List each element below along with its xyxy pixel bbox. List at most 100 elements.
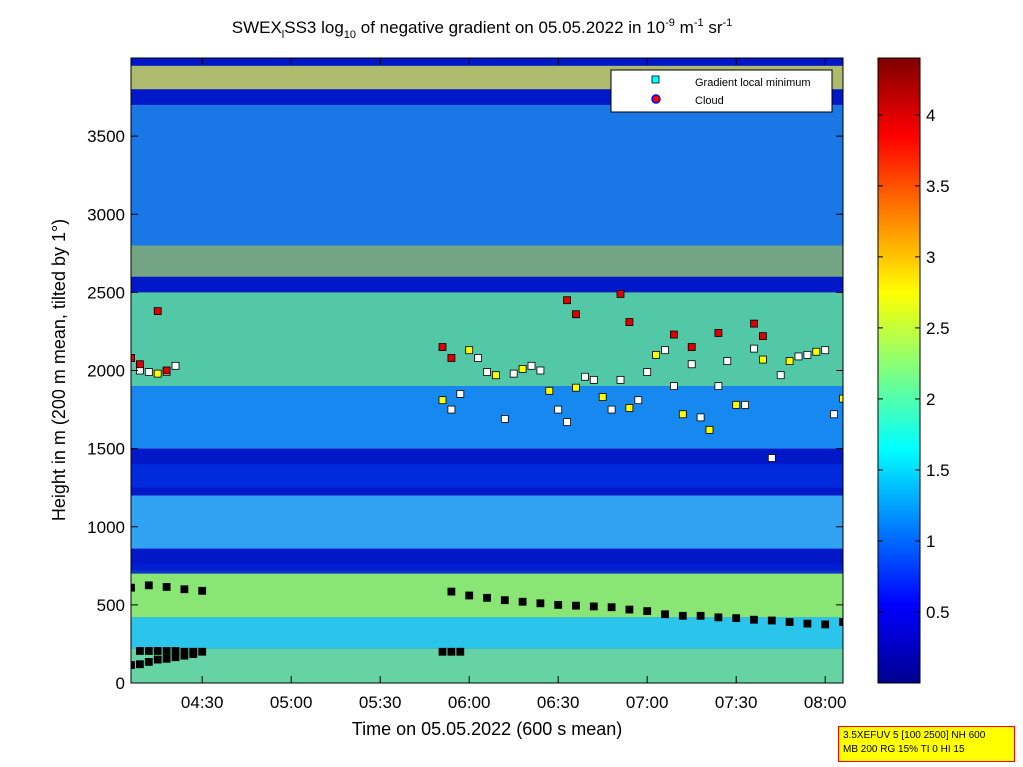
band-lower-cyan (131, 495, 843, 549)
colorbar-tick-label: 3.5 (926, 177, 950, 196)
gradient-minimum-marker (785, 357, 794, 366)
colorbar-tick-label: 1 (926, 532, 935, 551)
colorbar-tick-label: 2.5 (926, 319, 950, 338)
gradient-minimum-marker (545, 386, 554, 395)
y-tick-label: 2000 (87, 362, 125, 381)
gradient-minimum-marker (483, 368, 491, 376)
gradient-minimum-marker (456, 390, 465, 398)
gradient-minimum-marker (162, 654, 171, 663)
gradient-minimum-marker (598, 393, 607, 401)
gradient-minimum-marker (518, 365, 527, 373)
gradient-minimum-marker (732, 400, 741, 409)
gradient-minimum-marker (732, 614, 741, 623)
legend: Gradient local minimum Cloud (610, 69, 833, 113)
gradient-minimum-marker (465, 346, 474, 355)
gradient-minimum-marker (830, 410, 838, 419)
gradient-minimum-marker (153, 647, 162, 655)
colorbar-ticks: 0.5 1 1.5 2 2.5 3 3.5 4 (878, 106, 950, 622)
gradient-minimum-marker (171, 647, 180, 655)
gradient-minimum-marker (607, 405, 616, 414)
legend-label-cloud: Cloud (695, 95, 724, 107)
gradient-minimum-marker (135, 647, 144, 655)
colorbar-tick-label: 2 (926, 390, 935, 409)
gradient-minimum-marker (198, 586, 207, 595)
colorbar-tick-label: 4 (926, 106, 935, 125)
x-tick-label: 04:30 (181, 693, 224, 712)
gradient-minimum-marker (839, 394, 843, 403)
chart-title: SWEXlSS3 log10 of negative gradient on 0… (232, 17, 733, 41)
legend-marker-gradient (651, 75, 660, 84)
x-axis: 04:30 05:00 05:30 06:00 06:30 07:00 07:30 08:00 (181, 58, 846, 712)
legend-marker-cloud (651, 94, 661, 104)
cloud-marker (572, 310, 580, 319)
gradient-minimum-marker (144, 581, 153, 590)
y-tick-label: 3000 (87, 205, 125, 224)
y-axis-label: Height in m (200 m mean, tilted by 1°) (49, 219, 69, 521)
gradient-minimum-marker (714, 613, 723, 622)
cloud-marker (687, 343, 696, 351)
x-tick-label: 05:00 (270, 693, 313, 712)
gradient-minimum-marker (536, 599, 545, 608)
gradient-minimum-marker (438, 647, 447, 656)
band-upper-cyan (131, 104, 843, 246)
gradient-minimum-marker (687, 360, 696, 369)
gradient-minimum-marker (491, 371, 500, 380)
gradient-minimum-marker (643, 368, 652, 376)
gradient-minimum-marker (705, 425, 714, 434)
gradient-minimum-marker (794, 352, 803, 361)
gradient-minimum-marker (839, 618, 843, 626)
gradient-minimum-marker (616, 375, 625, 384)
gradient-minimum-marker (696, 413, 705, 422)
gradient-minimum-marker (767, 616, 776, 625)
markers-layer (131, 290, 843, 669)
colorbar-tick-label: 3 (926, 248, 935, 267)
gradient-minimum-marker (581, 372, 589, 381)
x-tick-label: 07:00 (626, 693, 669, 712)
gradient-minimum-marker (456, 647, 465, 656)
gradient-minimum-marker (750, 615, 758, 624)
gradient-minimum-marker (643, 607, 652, 616)
gradient-minimum-marker (135, 660, 144, 669)
y-tick-label: 1000 (87, 518, 125, 537)
gradient-minimum-marker (812, 347, 821, 356)
gradient-minimum-marker (634, 396, 643, 405)
gradient-minimum-marker (144, 658, 153, 666)
x-axis-label: Time on 05.05.2022 (600 s mean) (352, 719, 623, 739)
gradient-minimum-marker (162, 647, 171, 655)
gradient-minimum-marker (509, 369, 518, 378)
gradient-minimum-marker (767, 454, 776, 462)
gradient-minimum-marker (189, 647, 198, 656)
y-tick-label: 0 (116, 674, 125, 693)
gradient-minimum-marker (536, 366, 545, 375)
cloud-marker (670, 330, 678, 339)
info-line-2: MB 200 RG 15% TI 0 HI 15 (843, 744, 965, 755)
gradient-minimum-marker (785, 618, 794, 626)
gradient-minimum-marker (563, 418, 571, 426)
y-tick-label: 500 (97, 596, 125, 615)
gradient-minimum-marker (572, 601, 580, 610)
cloud-marker (750, 319, 758, 328)
cloud-marker (135, 360, 144, 369)
gradient-minimum-marker (483, 593, 491, 602)
legend-label-gradient: Gradient local minimum (695, 77, 811, 89)
gradient-minimum-marker (518, 597, 527, 606)
cloud-marker (131, 354, 135, 362)
gradient-minimum-marker (714, 382, 723, 391)
gradient-minimum-marker (723, 357, 732, 366)
y-axis: 0 500 1000 1500 2000 2500 3000 3500 (87, 127, 843, 693)
x-tick-label: 05:30 (359, 693, 402, 712)
gradient-minimum-marker (438, 396, 447, 405)
gradient-minimum-marker (670, 382, 678, 391)
gradient-minimum-marker (821, 620, 830, 629)
colorbar-gradient (877, 57, 921, 684)
x-tick-label: 06:00 (448, 693, 491, 712)
y-tick-label: 3500 (87, 127, 125, 146)
gradient-minimum-marker (652, 350, 660, 359)
band-ground-green (131, 648, 843, 683)
colorbar: 0.5 1 1.5 2 2.5 3 3.5 4 (877, 57, 950, 684)
cloud-marker (162, 366, 171, 375)
gradient-minimum-marker (144, 647, 153, 655)
legend-box (610, 69, 833, 113)
cloud-marker (438, 343, 447, 351)
gradient-minimum-marker (678, 410, 687, 419)
